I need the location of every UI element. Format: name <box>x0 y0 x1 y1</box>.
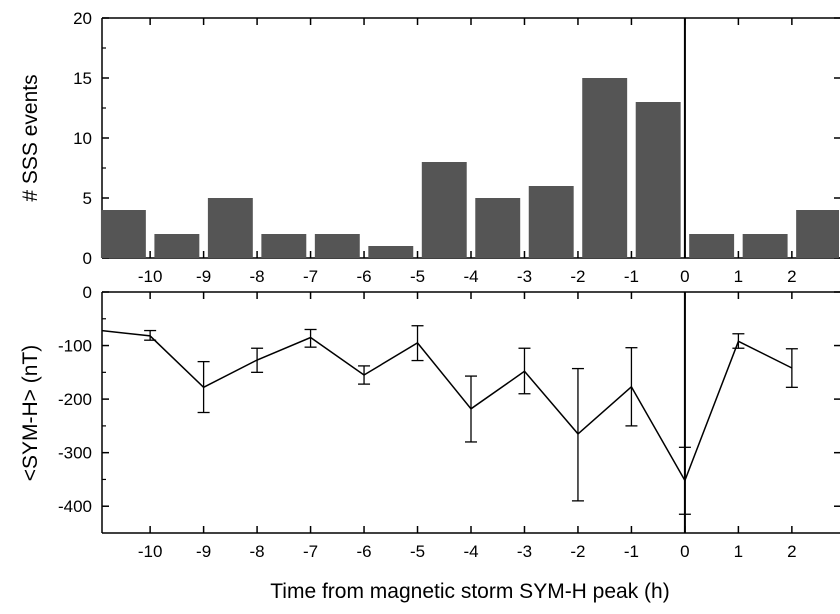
top-x-tick-label: 1 <box>734 267 743 286</box>
bottom-x-tick-label: -1 <box>624 542 639 561</box>
bottom-panel-sym-h: 0-100-200-300-400-10 -9 -8 -7 -6 -5 -4 -3 -2 -1 0 1… <box>58 283 840 561</box>
top-x-tick-label: 2 <box>787 267 796 286</box>
top-y-axis-label: # SSS events <box>19 74 42 201</box>
bar <box>742 234 788 258</box>
bottom-y-tick-label: -300 <box>58 444 92 463</box>
bottom-x-tick-label: -4 <box>463 542 478 561</box>
bar <box>207 198 253 258</box>
bottom-y-tick-label: -200 <box>58 390 92 409</box>
top-y-tick-label: 0 <box>83 249 92 268</box>
top-x-tick-label: -2 <box>570 267 585 286</box>
top-y-tick-label: 10 <box>73 129 92 148</box>
top-x-tick-label: -1 <box>624 267 639 286</box>
top-x-tick-label: -10 <box>138 267 163 286</box>
top-y-tick-label: 5 <box>83 189 92 208</box>
bottom-y-tick-label: 0 <box>83 283 92 302</box>
bottom-x-tick-label: -10 <box>138 542 163 561</box>
bottom-x-tick-label: -9 <box>196 542 211 561</box>
bottom-x-tick-label: -6 <box>356 542 371 561</box>
bottom-x-tick-label: 1 <box>734 542 743 561</box>
bottom-x-tick-label: -5 <box>410 542 425 561</box>
top-x-tick-label: -3 <box>517 267 532 286</box>
bar <box>368 246 414 258</box>
bottom-x-tick-label: -8 <box>250 542 265 561</box>
top-x-tick-label: -7 <box>303 267 318 286</box>
bar <box>528 186 574 258</box>
bar <box>261 234 307 258</box>
bar <box>689 234 735 258</box>
top-x-tick-label: -5 <box>410 267 425 286</box>
top-x-tick-label: 0 <box>680 267 689 286</box>
bottom-x-tick-label: -7 <box>303 542 318 561</box>
x-axis-label: Time from magnetic storm SYM-H peak (h) <box>270 580 669 603</box>
top-x-tick-label: -4 <box>463 267 478 286</box>
bar <box>475 198 521 258</box>
bottom-y-tick-label: -400 <box>58 497 92 516</box>
bar <box>100 210 146 258</box>
top-x-tick-label: -9 <box>196 267 211 286</box>
top-x-tick-label: -8 <box>250 267 265 286</box>
bar <box>421 162 467 258</box>
bottom-x-tick-label: 0 <box>680 542 689 561</box>
bar <box>796 210 839 258</box>
bar <box>154 234 200 258</box>
bottom-x-tick-label: -3 <box>517 542 532 561</box>
bar <box>314 234 360 258</box>
bar <box>635 102 681 258</box>
bottom-y-tick-label: -100 <box>58 337 92 356</box>
bottom-x-tick-label: -2 <box>570 542 585 561</box>
top-x-tick-label: -6 <box>356 267 371 286</box>
sym-h-series-line <box>101 329 793 483</box>
bottom-y-axis-label: <SYM-H> (nT) <box>19 345 42 482</box>
top-y-tick-label: 20 <box>73 9 92 28</box>
top-y-tick-label: 15 <box>73 69 92 88</box>
bar <box>582 78 628 258</box>
bottom-x-tick-label: 2 <box>787 542 796 561</box>
